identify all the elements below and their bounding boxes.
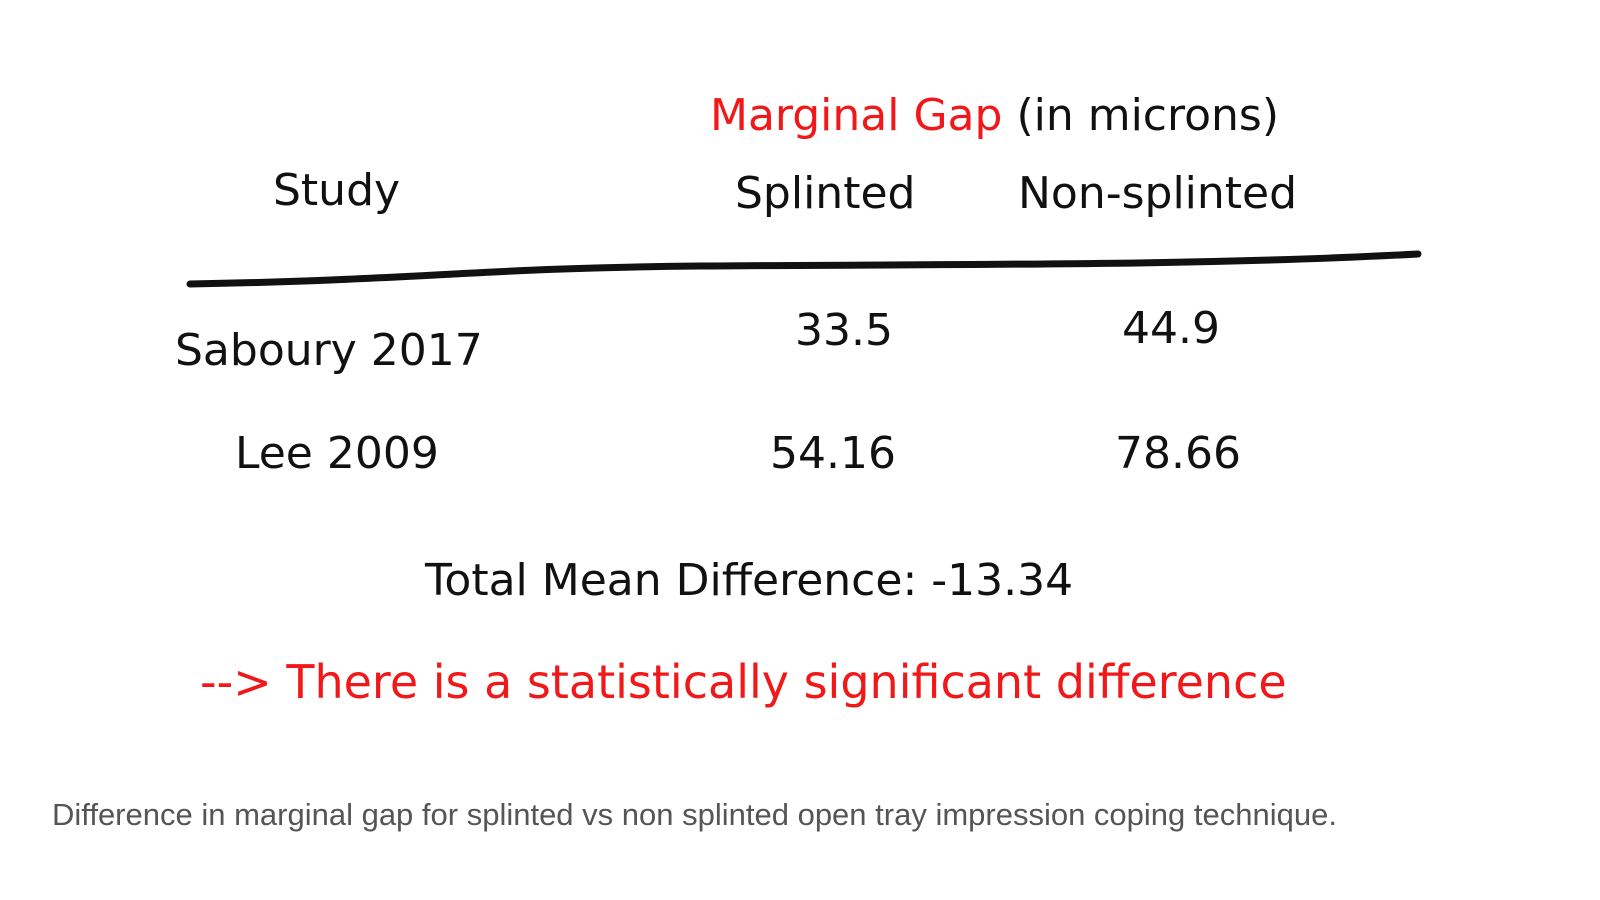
cell: Lee 2009: [235, 428, 439, 479]
cell: 54.16: [770, 428, 896, 479]
column-header: Non-splinted: [1018, 168, 1298, 219]
caption: Difference in marginal gap for splinted …: [52, 797, 1337, 832]
column-header: Study: [273, 165, 401, 216]
summary: Total Mean Difference: -13.34: [425, 555, 1074, 606]
conclusion: --> There is a statistically significant…: [200, 655, 1287, 709]
header: Marginal Gap (in microns): [710, 90, 1279, 141]
cell: Saboury 2017: [175, 325, 483, 376]
header-highlight: Marginal Gap: [710, 90, 1003, 141]
cell: 33.5: [795, 305, 893, 356]
divider: [186, 250, 1422, 288]
cell: 44.9: [1122, 303, 1220, 354]
cell: 78.66: [1115, 428, 1241, 479]
header-rest: (in microns): [1016, 90, 1280, 141]
column-header: Splinted: [735, 168, 916, 219]
